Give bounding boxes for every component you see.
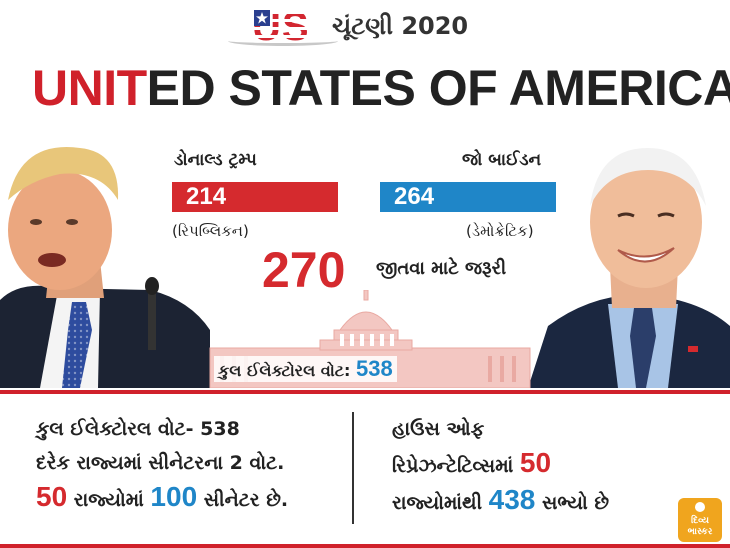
facts-left-line3: 50 રાજ્યોમાં 100 સીનેટર છે. — [36, 480, 288, 517]
total-electoral-number: 538 — [356, 356, 393, 381]
title-red-part: UNIT — [32, 60, 147, 116]
trump-name: ડોનાલ્ડ ટ્રમ્પ — [174, 150, 257, 170]
us-logo-swoosh — [228, 36, 338, 46]
facts-right-end: સભ્યો છે — [535, 492, 610, 514]
facts-divider — [352, 412, 354, 524]
biden-votes: 264 — [394, 183, 435, 210]
facts-right-line1: હાઉસ ઓફ — [392, 418, 485, 440]
facts-right-line3-text: રાજ્યોમાંથી — [392, 492, 489, 514]
header: US ચૂંટણી 2020 — [0, 0, 730, 58]
trump-votes: 214 — [186, 183, 227, 210]
biden-name: જો બાઈડન — [462, 150, 542, 170]
facts-left-mid: રાજ્યોમાં — [67, 489, 151, 511]
divya-bhaskar-logo: દિવ્ય ભાસ્કર — [678, 498, 722, 542]
facts-left-num2: 100 — [150, 481, 198, 512]
facts-right: હાઉસ ઓફ રિપ્રેઝન્ટેટિવ્સમાં 50 રાજ્યોમાં… — [392, 412, 609, 520]
biden-party: (ડેમોક્રેટિક) — [466, 222, 534, 240]
votes-needed-label: જીતવા માટે જરૂરી — [376, 258, 507, 279]
facts-left: કુલ ઈલેક્ટોરલ વોટ- 538 દરેક રાજ્યમાં સીન… — [36, 412, 288, 517]
title-dark-part: ED STATES OF AMERICA — [146, 60, 730, 116]
facts-left-end: સીનેટર છે. — [197, 489, 289, 511]
total-electoral-votes: કુલ ઈલેક્ટોરલ વોટ: 538 — [214, 356, 397, 382]
facts-right-line3: રાજ્યોમાંથી 438 સભ્યો છે — [392, 483, 609, 520]
section-divider-bottom — [0, 544, 730, 548]
brand-text: દિવ્ય ભાસ્કર — [687, 516, 713, 537]
total-electoral-label: કુલ ઈલેક્ટોરલ વોટ: — [218, 361, 351, 380]
facts-left-line1: કુલ ઈલેક્ટોરલ વોટ- 538 — [36, 418, 240, 440]
section-divider-top — [0, 390, 730, 394]
facts-right-line2: રિપ્રેઝન્ટેટિવ્સમાં 50 — [392, 446, 609, 483]
facts-left-line2: દરેક રાજ્યમાં સીનેટરના 2 વોટ. — [36, 452, 285, 474]
biden-votes-bar: 264 — [380, 182, 556, 212]
votes-needed-number: 270 — [262, 242, 346, 298]
sun-icon — [695, 502, 705, 512]
page-title: UNITED STATES OF AMERICA — [32, 60, 730, 116]
biden-portrait — [528, 126, 730, 388]
facts-right-num1: 50 — [519, 447, 552, 478]
trump-votes-bar: 214 — [172, 182, 338, 212]
star-icon — [254, 10, 270, 26]
trump-party: (રિપબ્લિકન) — [172, 222, 249, 240]
trump-portrait — [0, 130, 210, 388]
facts-right-line2-text: રિપ્રેઝન્ટેટિવ્સમાં — [392, 455, 520, 477]
us-logo: US — [252, 6, 322, 48]
header-title: ચૂંટણી 2020 — [332, 12, 469, 40]
facts-right-num2: 438 — [488, 484, 536, 515]
facts-left-num1: 50 — [36, 481, 68, 512]
